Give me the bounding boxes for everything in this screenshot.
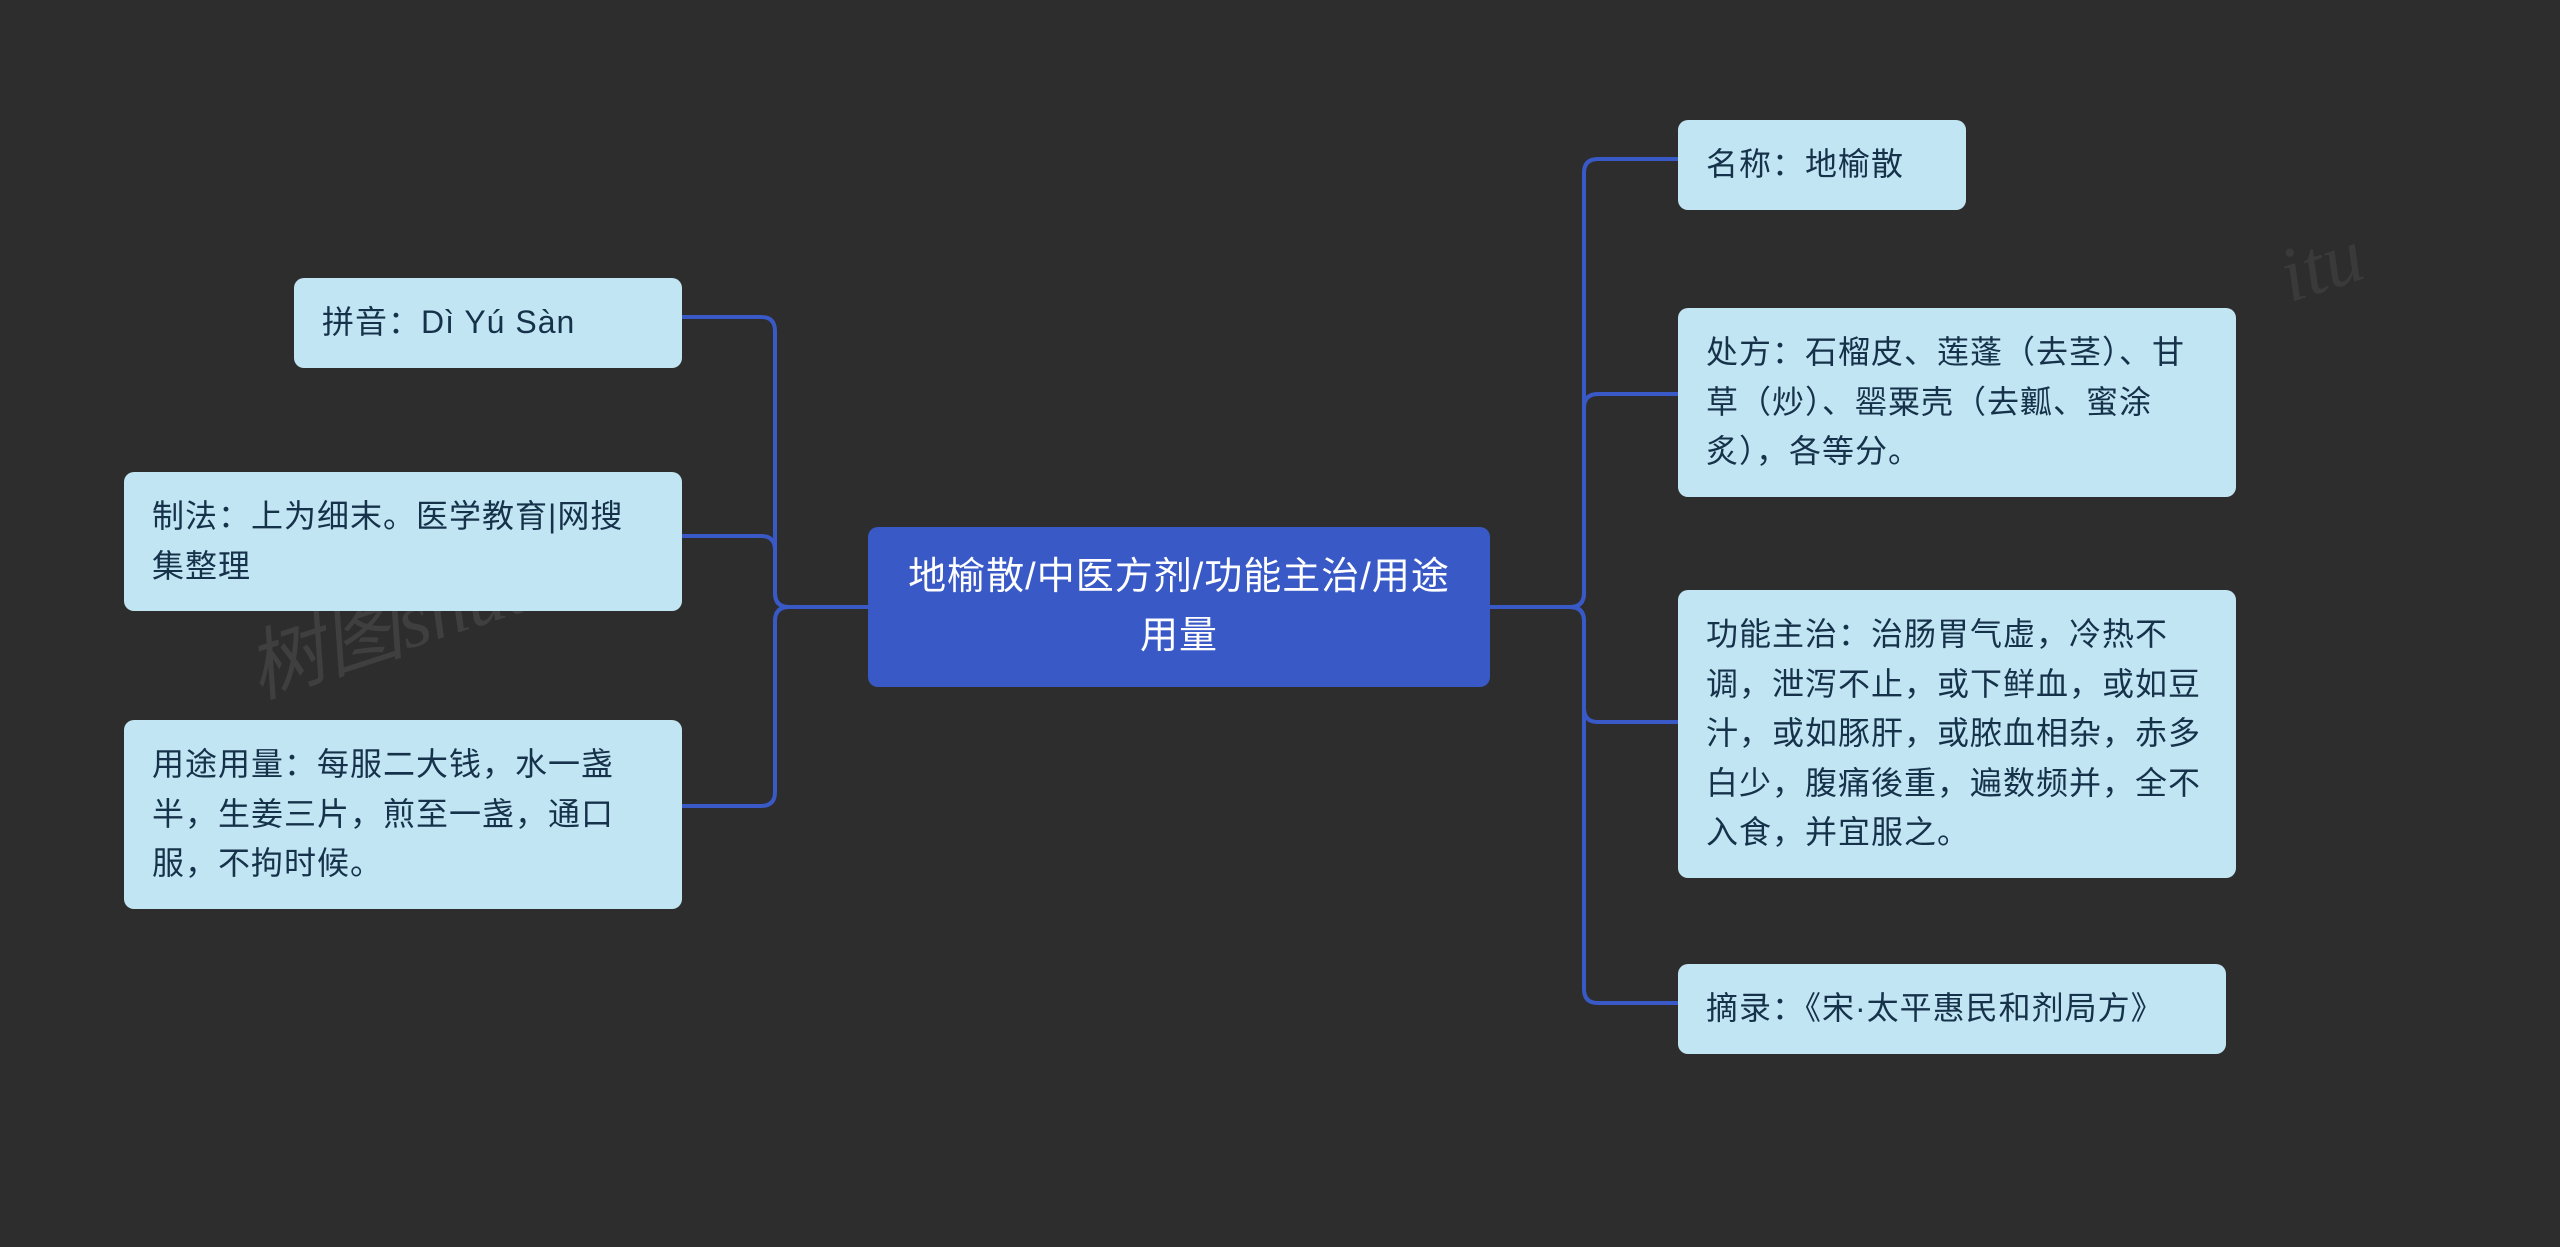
leaf-chufang-text: 处方：石榴皮、莲蓬（去茎）、甘草（炒）、罂粟壳（去瓤、蜜涂炙），各等分。 [1706, 334, 2185, 469]
leaf-chufang: 处方：石榴皮、莲蓬（去茎）、甘草（炒）、罂粟壳（去瓤、蜜涂炙），各等分。 [1678, 308, 2236, 497]
leaf-zhailu: 摘录：《宋·太平惠民和剂局方》 [1678, 964, 2226, 1054]
leaf-zhifa: 制法：上为细末。医学教育|网搜集整理 [124, 472, 682, 611]
watermark: itu [2268, 209, 2374, 320]
leaf-mingcheng: 名称：地榆散 [1678, 120, 1966, 210]
leaf-pinyin: 拼音：Dì Yú Sàn [294, 278, 682, 368]
leaf-gongneng-text: 功能主治：治肠胃气虚，冷热不调，泄泻不止，或下鲜血，或如豆汁，或如豚肝，或脓血相… [1706, 616, 2201, 850]
leaf-zhifa-text: 制法：上为细末。医学教育|网搜集整理 [152, 498, 623, 584]
mindmap-canvas: 树图shutuhutuitu 地榆散/中医方剂/功能主治/用途用量 拼音：Dì … [0, 0, 2560, 1247]
leaf-pinyin-text: 拼音：Dì Yú Sàn [322, 304, 575, 340]
center-topic-text: 地榆散/中医方剂/功能主治/用途用量 [896, 548, 1462, 666]
leaf-zhailu-text: 摘录：《宋·太平惠民和剂局方》 [1706, 990, 2164, 1026]
leaf-gongneng: 功能主治：治肠胃气虚，冷热不调，泄泻不止，或下鲜血，或如豆汁，或如豚肝，或脓血相… [1678, 590, 2236, 878]
leaf-yongtu-text: 用途用量：每服二大钱，水一盏半，生姜三片，煎至一盏，通口服，不拘时候。 [152, 746, 614, 881]
center-topic: 地榆散/中医方剂/功能主治/用途用量 [868, 527, 1490, 687]
leaf-mingcheng-text: 名称：地榆散 [1706, 146, 1904, 182]
leaf-yongtu: 用途用量：每服二大钱，水一盏半，生姜三片，煎至一盏，通口服，不拘时候。 [124, 720, 682, 909]
